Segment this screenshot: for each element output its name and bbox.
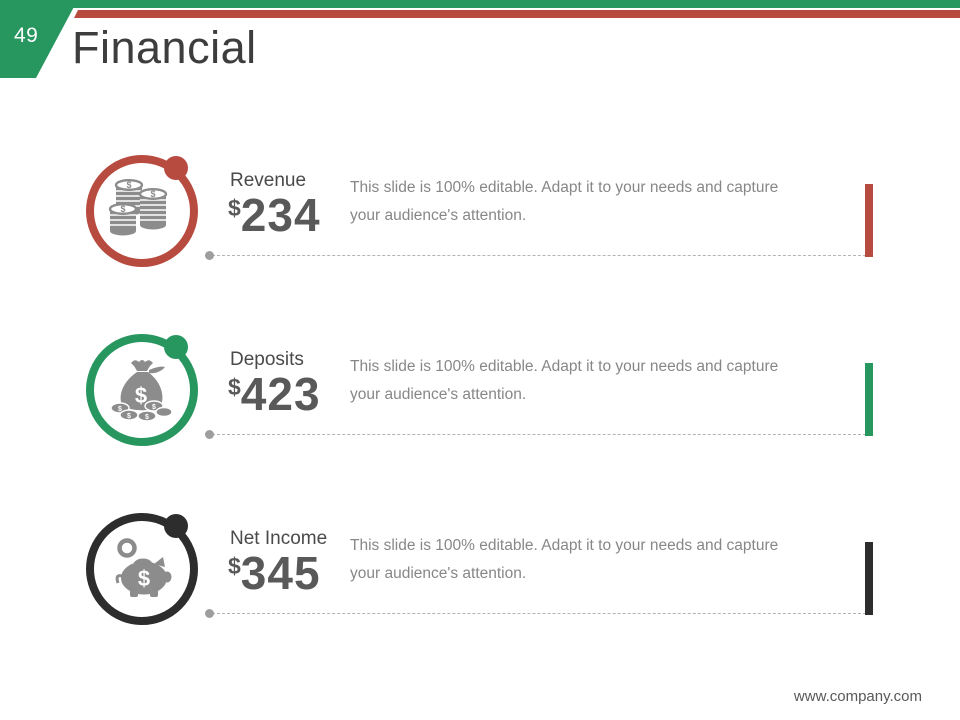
accent-bar [865,542,873,615]
stat-number: 234 [240,189,321,241]
slide-number-badge: 49 [0,0,78,78]
dashed-divider [205,251,866,260]
stat-label: Revenue [230,170,307,191]
currency-symbol: $ [228,553,241,579]
stat-label: Net Income [230,528,328,549]
stat-value: $423 [228,367,321,421]
svg-text:$: $ [135,383,147,408]
svg-text:$: $ [127,413,131,420]
piggy-bank-icon: $ [86,513,198,625]
svg-text:$: $ [118,406,122,413]
page-title: Financial [72,22,257,73]
divider-dot [205,251,214,260]
svg-text:$: $ [150,189,155,199]
stat-number: 423 [240,368,321,420]
top-green-bar [0,0,960,8]
stat-row-deposits: $ $ $ $ $ Deposits $423 This slide is 10… [0,311,960,490]
dashed-divider [205,430,866,439]
stat-row-revenue: $ $ $ Revenue [0,132,960,311]
accent-bar [865,363,873,436]
stat-label: Deposits [230,349,304,370]
money-bag-icon: $ $ $ $ $ [86,334,198,446]
accent-bar [865,184,873,257]
stat-description: This slide is 100% editable. Adapt it to… [350,537,779,582]
divider-dot [205,430,214,439]
divider-dot [205,609,214,618]
currency-symbol: $ [228,374,241,400]
svg-text:$: $ [138,566,150,591]
svg-text:$: $ [120,204,125,214]
currency-symbol: $ [228,195,241,221]
svg-text:$: $ [152,404,156,411]
stat-value: $234 [228,188,321,242]
stat-row-net-income: $ Net Income $345 This slide is 100% edi… [0,490,960,669]
stat-description: This slide is 100% editable. Adapt it to… [350,358,779,403]
stat-number: 345 [240,547,321,599]
stat-value: $345 [228,546,321,600]
svg-text:$: $ [126,180,131,190]
coins-icon: $ $ $ [86,155,198,267]
stat-description: This slide is 100% editable. Adapt it to… [350,179,779,224]
slide-number: 49 [14,24,39,47]
svg-text:$: $ [145,414,149,421]
dashed-divider [205,609,866,618]
top-red-bar [74,10,960,18]
footer-website: www.company.com [793,688,922,705]
